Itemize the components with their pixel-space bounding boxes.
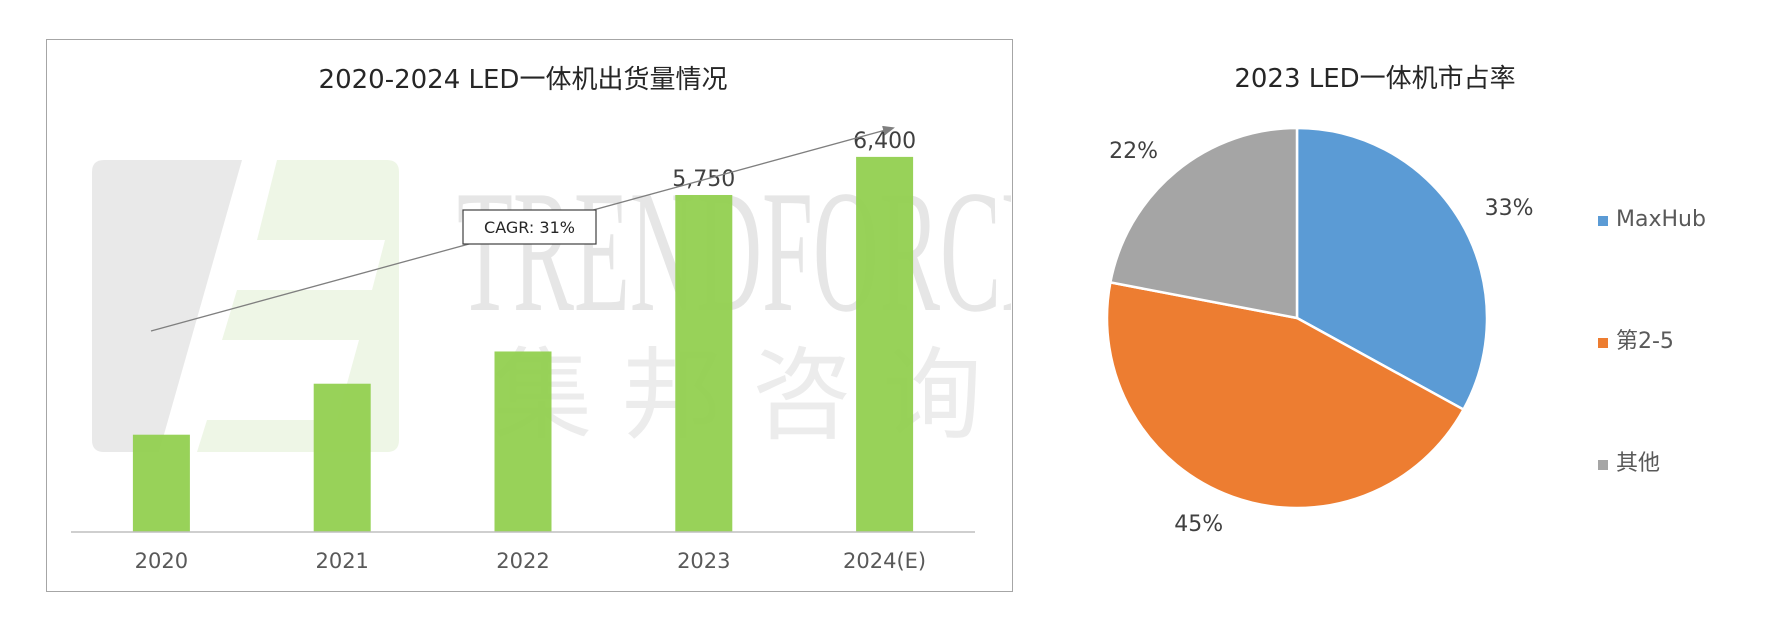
- watermark-logo-icon: [92, 160, 242, 452]
- watermark-text: TRENDFORCE: [457, 154, 1011, 348]
- pie-chart-panel: 2023 LED一体机市占率 33% 45% 22% MaxHub 第2-5 其他: [1040, 20, 1770, 610]
- pie-legend: MaxHub 第2-5 其他: [1598, 207, 1706, 476]
- x-tick-label: 2020: [135, 549, 188, 573]
- x-tick-label: 2022: [496, 549, 549, 573]
- bar-2023: [675, 194, 733, 532]
- x-tick-label: 2024(E): [843, 549, 926, 573]
- legend-swatch: [1598, 460, 1608, 470]
- bar-2024(E): [856, 156, 914, 532]
- legend-label: MaxHub: [1616, 207, 1706, 232]
- pie-slice-3: [1108, 126, 1299, 320]
- pie-chart-title: 2023 LED一体机市占率: [1234, 64, 1515, 94]
- bar-chart-title: 2020-2024 LED一体机出货量情况: [319, 65, 728, 95]
- pie-slice-2: [1105, 280, 1466, 510]
- x-tick-label: 2021: [315, 549, 368, 573]
- legend-label: 第2-5: [1616, 329, 1674, 354]
- watermark: TRENDFORCE 集邦咨询: [92, 154, 1011, 454]
- bar-2022: [494, 351, 552, 532]
- pie-slice-1: [1295, 126, 1489, 412]
- pie-data-label: 45%: [1174, 512, 1223, 537]
- bar-data-label: 6,400: [853, 129, 916, 154]
- watermark-chinese-text: 集邦咨询: [492, 337, 1011, 454]
- legend-swatch: [1598, 216, 1608, 226]
- cagr-annotation-label: CAGR: 31%: [484, 218, 575, 237]
- x-tick-label: 2023: [677, 549, 730, 573]
- pie-data-label: 22%: [1109, 139, 1158, 164]
- watermark-logo-icon-green: [197, 160, 399, 452]
- bar-2021: [313, 383, 371, 532]
- bar-chart-panel: TRENDFORCE 集邦咨询 2020-2024 LED一体机出货量情况 5,…: [46, 39, 1013, 592]
- pie-chart: 2023 LED一体机市占率 33% 45% 22% MaxHub 第2-5 其他: [1105, 64, 1706, 537]
- bar-2020: [132, 434, 190, 532]
- pie-data-label: 33%: [1485, 196, 1534, 221]
- cagr-annotation-box: [462, 209, 597, 245]
- legend-swatch: [1598, 338, 1608, 348]
- bar-chart: TRENDFORCE 集邦咨询 2020-2024 LED一体机出货量情况 5,…: [71, 65, 1011, 573]
- legend-label: 其他: [1616, 451, 1660, 476]
